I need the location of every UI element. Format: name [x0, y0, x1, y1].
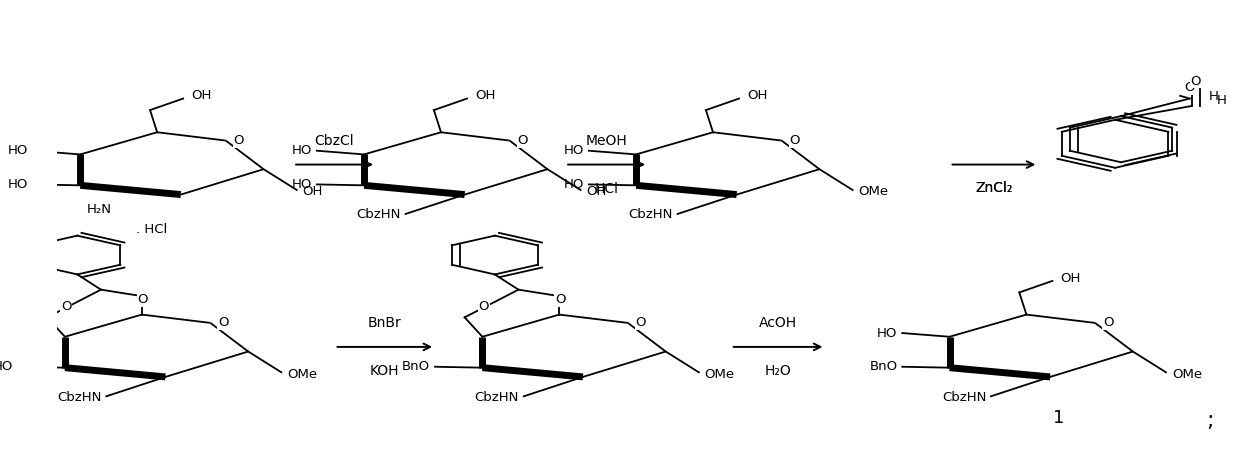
Text: O: O — [479, 300, 489, 313]
Text: O: O — [1190, 75, 1200, 88]
Text: CbzHN: CbzHN — [356, 208, 401, 221]
Text: HCl: HCl — [594, 181, 619, 195]
Text: 1: 1 — [1053, 409, 1064, 427]
Text: OMe: OMe — [858, 185, 889, 198]
Text: OH: OH — [475, 89, 496, 102]
Text: HO: HO — [0, 360, 12, 373]
Text: OMe: OMe — [704, 368, 735, 381]
Text: BnO: BnO — [869, 360, 898, 373]
Text: H₂O: H₂O — [765, 364, 791, 378]
Text: ;: ; — [1207, 411, 1214, 431]
Text: O: O — [636, 316, 646, 329]
Text: O: O — [138, 294, 148, 307]
Text: CbzHN: CbzHN — [475, 391, 520, 404]
Text: HO: HO — [291, 144, 312, 157]
Text: O: O — [218, 316, 228, 329]
Text: HO: HO — [564, 178, 584, 191]
Text: KOH: KOH — [370, 364, 399, 378]
Text: HO: HO — [7, 144, 29, 157]
Text: O: O — [556, 294, 565, 307]
Text: OH: OH — [748, 89, 768, 102]
Text: HO: HO — [877, 326, 898, 339]
Text: CbzHN: CbzHN — [942, 391, 986, 404]
Text: ZnCl₂: ZnCl₂ — [975, 181, 1013, 194]
Text: OH: OH — [191, 89, 212, 102]
Text: HO: HO — [291, 178, 312, 191]
Text: HO: HO — [7, 178, 29, 191]
Text: H: H — [1216, 94, 1226, 107]
Text: OH: OH — [587, 185, 606, 198]
Text: O: O — [61, 300, 72, 313]
Text: OMe: OMe — [288, 368, 317, 381]
Text: O: O — [233, 134, 244, 147]
Text: BnBr: BnBr — [368, 316, 402, 330]
Text: OMe: OMe — [1172, 368, 1202, 381]
Text: H₂N: H₂N — [87, 203, 112, 216]
Text: O: O — [790, 134, 800, 147]
Text: ZnCl₂: ZnCl₂ — [975, 181, 1013, 194]
Text: . HCl: . HCl — [135, 223, 167, 236]
Text: MeOH: MeOH — [585, 133, 627, 148]
Text: CbzHN: CbzHN — [629, 208, 673, 221]
Text: HO: HO — [564, 144, 584, 157]
Text: OH: OH — [303, 185, 322, 198]
Text: CbzHN: CbzHN — [57, 391, 102, 404]
Text: BnO: BnO — [402, 360, 430, 373]
Text: O: O — [1184, 81, 1195, 94]
Text: AcOH: AcOH — [759, 316, 797, 330]
Text: H: H — [1208, 90, 1218, 103]
Text: OH: OH — [1060, 272, 1081, 285]
Text: O: O — [1102, 316, 1114, 329]
Text: O: O — [517, 134, 528, 147]
Text: CbzCl: CbzCl — [315, 134, 355, 149]
